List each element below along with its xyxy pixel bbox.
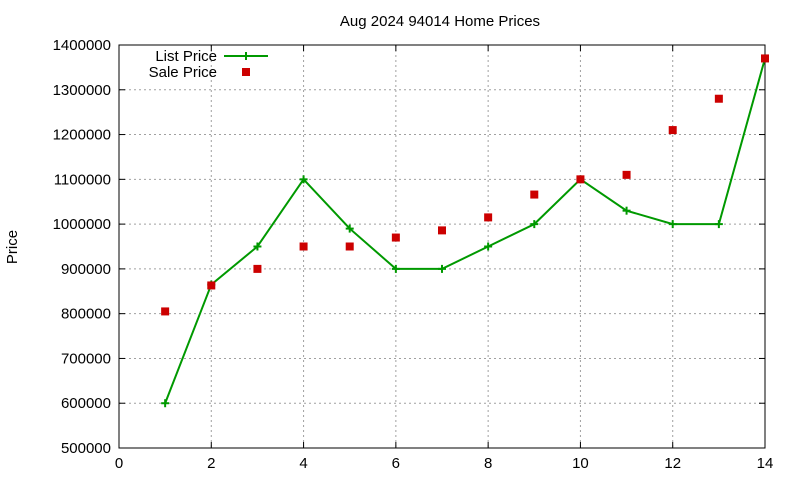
sale-price-point xyxy=(345,242,354,251)
x-tick-label: 4 xyxy=(299,455,307,472)
list-price-line xyxy=(164,58,766,404)
list-price-point xyxy=(622,206,631,215)
list-price-point xyxy=(530,220,539,229)
sale-price-point xyxy=(484,213,493,222)
x-tick-label: 0 xyxy=(115,455,123,472)
sale-price-series xyxy=(161,54,769,316)
legend-plus-marker xyxy=(242,52,250,60)
list-price-point xyxy=(714,220,723,229)
series-layer xyxy=(161,54,769,408)
x-tick-labels: 0 2 4 6 8 10 12 14 xyxy=(115,455,774,472)
legend-square-marker xyxy=(242,68,250,76)
list-price-point xyxy=(438,264,446,273)
plot-frame xyxy=(118,44,766,449)
list-price-point xyxy=(161,399,170,408)
sale-price-point xyxy=(299,242,308,251)
sale-price-point xyxy=(207,281,216,290)
y-tick-label: 1300000 xyxy=(53,82,111,99)
sale-price-point xyxy=(576,175,585,184)
sale-price-point xyxy=(761,54,769,63)
y-tick-label: 1000000 xyxy=(53,216,111,233)
x-tick-label: 12 xyxy=(664,455,681,472)
sale-price-point xyxy=(714,94,723,103)
grid-lines xyxy=(119,45,765,448)
y-tick-label: 600000 xyxy=(61,395,111,412)
sale-price-point xyxy=(253,264,262,273)
y-tick-label: 1100000 xyxy=(54,171,111,188)
y-tick-label: 800000 xyxy=(61,306,111,323)
list-price-point xyxy=(391,264,400,273)
x-tick-label: 14 xyxy=(757,455,774,472)
y-tick-labels: 500000 600000 700000 800000 900000 1000000 110… xyxy=(53,37,111,457)
sale-price-point xyxy=(530,190,539,199)
sale-price-point xyxy=(438,226,446,235)
list-price-point xyxy=(484,242,493,251)
sale-price-point xyxy=(622,170,631,179)
legend-label: List Price xyxy=(155,48,217,65)
y-tick-label: 1200000 xyxy=(53,127,111,144)
list-price-point xyxy=(345,224,354,233)
sale-price-point xyxy=(391,233,400,242)
list-price-point xyxy=(253,242,262,251)
axis-ticks xyxy=(118,44,766,449)
x-tick-label: 10 xyxy=(572,455,589,472)
list-price-point xyxy=(299,175,308,184)
x-tick-label: 6 xyxy=(392,455,400,472)
y-tick-label: 1400000 xyxy=(53,37,111,54)
y-tick-label: 500000 xyxy=(61,440,111,457)
y-tick-label: 700000 xyxy=(61,350,111,367)
x-tick-label: 2 xyxy=(207,455,215,472)
y-tick-label: 900000 xyxy=(61,261,111,278)
y-axis-label: Price xyxy=(4,230,21,264)
list-price-point xyxy=(668,220,677,229)
chart-title: Aug 2024 94014 Home Prices xyxy=(340,13,540,30)
legend-label: Sale Price xyxy=(149,64,217,81)
sale-price-point xyxy=(668,126,677,135)
list-price-series xyxy=(161,54,769,408)
x-tick-label: 8 xyxy=(484,455,492,472)
sale-price-point xyxy=(161,307,170,316)
